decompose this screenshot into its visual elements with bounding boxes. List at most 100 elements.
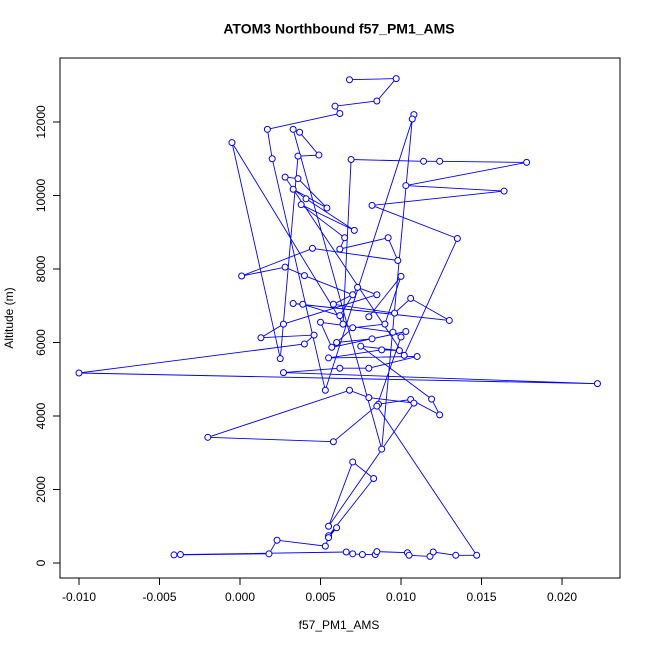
data-point bbox=[257, 334, 265, 342]
data-point bbox=[349, 324, 357, 332]
plot-frame bbox=[59, 57, 621, 579]
data-point bbox=[315, 151, 323, 159]
data-point bbox=[378, 445, 386, 453]
data-point bbox=[452, 551, 460, 559]
y-tick-label: 4000 bbox=[34, 402, 48, 429]
data-point bbox=[370, 474, 378, 482]
data-point bbox=[300, 272, 308, 280]
data-point bbox=[289, 185, 297, 193]
data-point bbox=[365, 394, 373, 402]
chart-title: ATOM3 Northbound f57_PM1_AMS bbox=[223, 21, 454, 37]
y-axis-label: Altitude (m) bbox=[2, 287, 16, 348]
data-point bbox=[365, 313, 373, 321]
data-point bbox=[408, 115, 416, 123]
data-point bbox=[413, 352, 421, 360]
data-point bbox=[373, 97, 381, 105]
data-point bbox=[350, 226, 358, 234]
y-tick-label: 10000 bbox=[34, 178, 48, 212]
data-point bbox=[445, 316, 453, 324]
data-point bbox=[420, 157, 428, 165]
data-point bbox=[170, 551, 178, 559]
data-point bbox=[279, 369, 287, 377]
data-point bbox=[333, 338, 341, 346]
data-point bbox=[333, 524, 341, 532]
data-point bbox=[289, 300, 297, 308]
data-point bbox=[302, 195, 310, 203]
data-point bbox=[345, 76, 353, 84]
data-point bbox=[394, 257, 402, 265]
data-point bbox=[358, 551, 366, 559]
data-point bbox=[368, 201, 376, 209]
data-point bbox=[329, 438, 337, 446]
data-point bbox=[328, 343, 336, 351]
x-tick-label: 0.010 bbox=[386, 590, 416, 604]
data-point bbox=[392, 75, 400, 83]
data-point bbox=[263, 125, 271, 133]
data-point bbox=[397, 272, 405, 280]
data-point bbox=[397, 333, 405, 341]
data-point bbox=[373, 548, 381, 556]
data-point bbox=[400, 351, 408, 359]
y-tick-label: 0 bbox=[34, 559, 48, 566]
data-point bbox=[523, 158, 531, 166]
data-point bbox=[341, 234, 349, 242]
data-point bbox=[279, 320, 287, 328]
x-tick-label: 0.020 bbox=[547, 590, 577, 604]
data-point bbox=[331, 102, 339, 110]
data-point bbox=[349, 291, 357, 299]
data-point bbox=[276, 355, 284, 363]
data-point bbox=[389, 328, 397, 336]
data-point bbox=[281, 263, 289, 271]
data-point bbox=[593, 380, 601, 388]
x-tick-label: -0.005 bbox=[142, 590, 176, 604]
data-point bbox=[336, 364, 344, 372]
data-point bbox=[373, 402, 381, 410]
y-tick-label: 12000 bbox=[34, 105, 48, 139]
data-point bbox=[321, 386, 329, 394]
data-point bbox=[395, 347, 403, 355]
data-point bbox=[228, 139, 236, 147]
data-point bbox=[339, 320, 347, 328]
data-point bbox=[402, 182, 410, 190]
data-point bbox=[349, 458, 357, 466]
data-point bbox=[281, 173, 289, 181]
y-tick-label: 2000 bbox=[34, 476, 48, 503]
data-point bbox=[325, 522, 333, 530]
data-point bbox=[321, 542, 329, 550]
y-tick-label: 8000 bbox=[34, 255, 48, 282]
data-point bbox=[436, 411, 444, 419]
data-point bbox=[323, 204, 331, 212]
data-point bbox=[297, 201, 305, 209]
data-point bbox=[365, 364, 373, 372]
data-point bbox=[299, 300, 307, 308]
data-point bbox=[294, 175, 302, 183]
data-point bbox=[310, 331, 318, 339]
data-point bbox=[268, 155, 276, 163]
data-point bbox=[373, 291, 381, 299]
data-point bbox=[336, 245, 344, 253]
data-point bbox=[473, 551, 481, 559]
data-point bbox=[453, 234, 461, 242]
data-point bbox=[391, 309, 399, 317]
x-tick-label: 0.005 bbox=[306, 590, 336, 604]
data-point bbox=[381, 320, 389, 328]
x-tick-label: 0.000 bbox=[225, 590, 255, 604]
data-point bbox=[436, 157, 444, 165]
y-tick-label: 6000 bbox=[34, 329, 48, 356]
data-point bbox=[378, 346, 386, 354]
data-point bbox=[345, 386, 353, 394]
data-point bbox=[405, 551, 413, 559]
x-axis-label: f57_PM1_AMS bbox=[299, 618, 380, 632]
data-point bbox=[384, 234, 392, 242]
data-point bbox=[238, 272, 246, 280]
data-point bbox=[296, 128, 304, 136]
data-point bbox=[300, 340, 308, 348]
data-point bbox=[265, 550, 273, 558]
data-point bbox=[349, 550, 357, 558]
data-point bbox=[500, 187, 508, 195]
data-point bbox=[357, 342, 365, 350]
data-point bbox=[407, 294, 415, 302]
data-point bbox=[354, 283, 362, 291]
